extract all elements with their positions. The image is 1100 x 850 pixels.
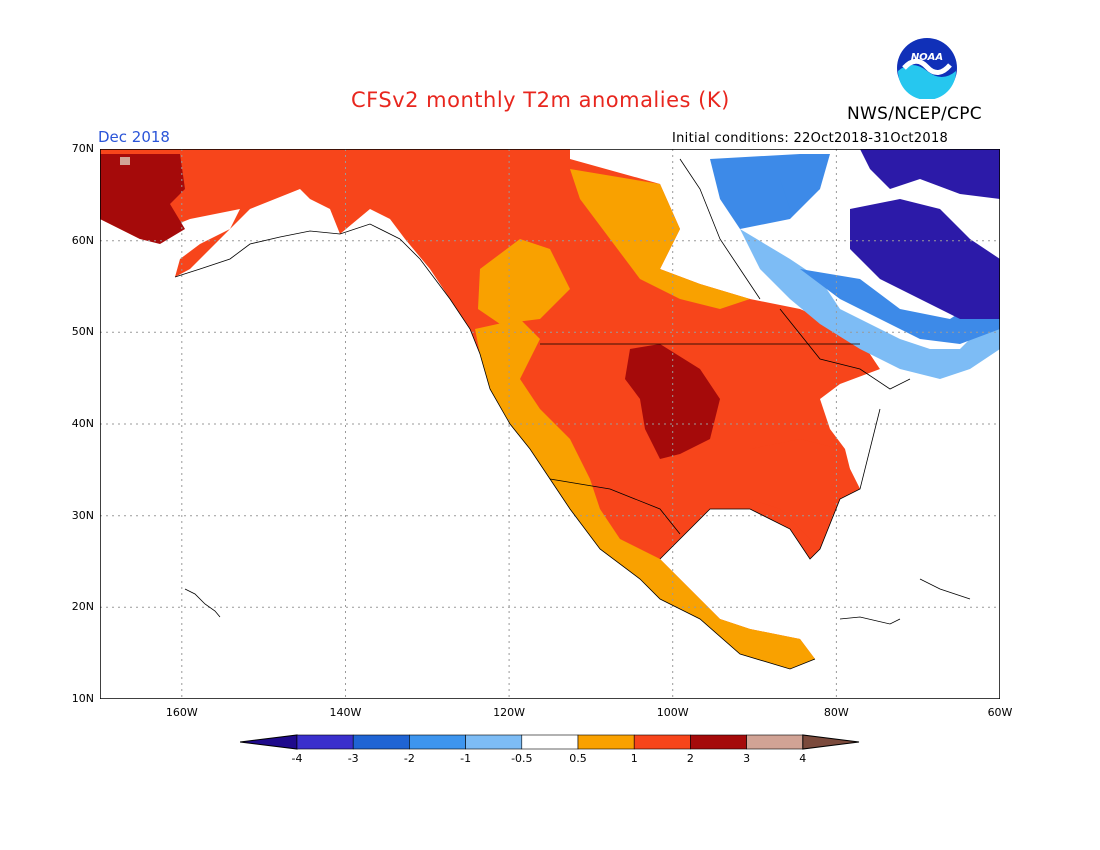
coastlines [174,158,971,670]
colorbar-label: -1 [460,752,472,765]
lon-label: 160W [165,706,198,719]
colorbar-segment [746,734,804,750]
colorbar-left-arrow [240,734,298,750]
colorbar-segment [690,734,747,750]
colorbar-segment [633,734,691,750]
colorbar-label: -3 [347,752,359,765]
graticule [100,149,1000,699]
lon-label: 80W [823,706,849,719]
colorbar-segment [465,734,523,750]
initial-conditions: Initial conditions: 22Oct2018-31Oct2018 [672,131,949,146]
colorbar-label: -0.5 [511,752,533,765]
lon-label: 100W [656,706,689,719]
colorbar-segment [296,734,354,750]
colorbar-label: 3 [743,752,751,765]
anomaly-map [100,149,1000,699]
color-bar [240,734,860,750]
colorbar-label: -4 [291,752,303,765]
lon-label: 120W [493,706,526,719]
lat-label: 20N [71,600,94,614]
lat-label: 30N [71,508,94,522]
colorbar-segment [577,734,635,750]
agency-label: NWS/NCEP/CPC [847,104,982,124]
colorbar-segment [409,734,466,750]
colorbar-segment [352,734,410,750]
colorbar-segment [521,734,579,750]
lon-label: 140W [329,706,362,719]
colorbar-label: -2 [403,752,415,765]
colorbar-label: 2 [686,752,694,765]
lat-label: 40N [71,417,94,430]
colorbar-label: 0.5 [569,752,587,765]
map-title: CFSv2 monthly T2m anomalies (K) [351,88,730,112]
lat-label: 70N [71,142,94,155]
lat-label: 60N [71,233,94,247]
colorbar-right-arrow [802,734,860,750]
lat-label: 50N [71,325,94,339]
lat-label: 10N [71,692,94,705]
lon-label: 60W [987,706,1013,719]
svg-text:NOAA: NOAA [911,52,943,63]
colorbar-label: 4 [799,752,807,765]
noaa-logo-icon: NOAA [897,38,957,99]
valid-month: Dec 2018 [98,128,170,146]
colorbar-label: 1 [630,752,638,765]
